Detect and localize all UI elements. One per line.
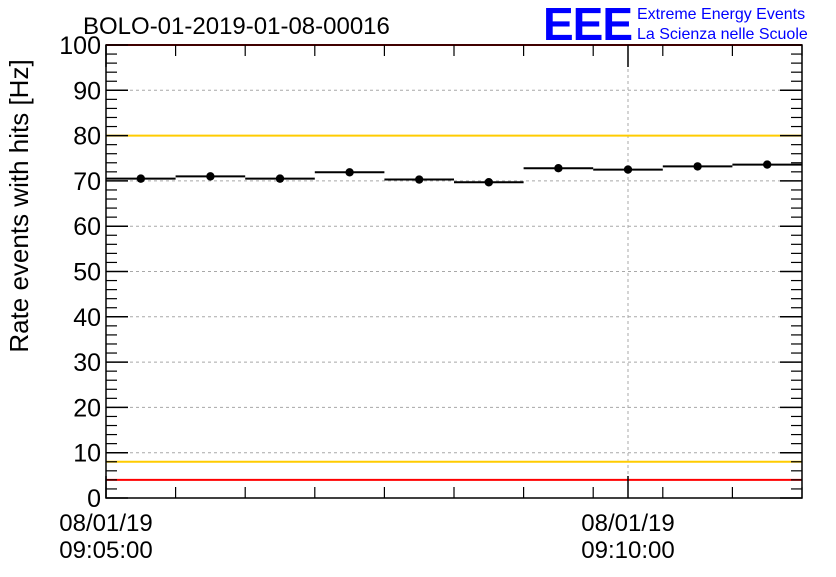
y-tick-label: 40 (73, 304, 101, 332)
data-point (275, 174, 285, 183)
data-point (623, 165, 633, 174)
y-tick-label: 80 (73, 123, 101, 151)
y-tick-label: 10 (73, 440, 101, 468)
y-tick-label: 50 (73, 259, 101, 287)
data-point (693, 162, 702, 171)
axis-layer: 010203040506070809010008/01/1909:05:0008… (59, 32, 803, 564)
y-axis-label: Rate events with hits [Hz] (4, 59, 34, 352)
data-point (554, 164, 563, 173)
data-point (206, 172, 215, 181)
y-tick-label: 90 (73, 77, 101, 105)
y-tick-label: 20 (73, 394, 101, 422)
logo-line1: Extreme Energy Events (637, 6, 805, 23)
y-tick-label: 0 (87, 485, 101, 513)
data-point (136, 174, 145, 183)
logo-line2: La Scienza nelle Scuole (637, 26, 808, 43)
y-tick-label: 100 (59, 32, 101, 60)
data-point (763, 160, 772, 169)
logo-eee: EEE (543, 0, 632, 50)
x-tick-label-date: 08/01/19 (59, 510, 152, 537)
data-layer (106, 160, 802, 187)
data-point (415, 175, 424, 184)
y-tick-label: 60 (73, 213, 101, 241)
y-tick-label: 30 (73, 349, 101, 377)
chart-title: BOLO-01-2019-01-08-00016 (83, 13, 390, 40)
x-tick-label-time: 09:10:00 (581, 537, 674, 564)
data-point (345, 168, 354, 177)
y-tick-label: 70 (73, 168, 101, 196)
x-tick-label-date: 08/01/19 (581, 510, 674, 537)
data-point (484, 178, 493, 187)
x-tick-label-time: 09:05:00 (59, 537, 152, 564)
